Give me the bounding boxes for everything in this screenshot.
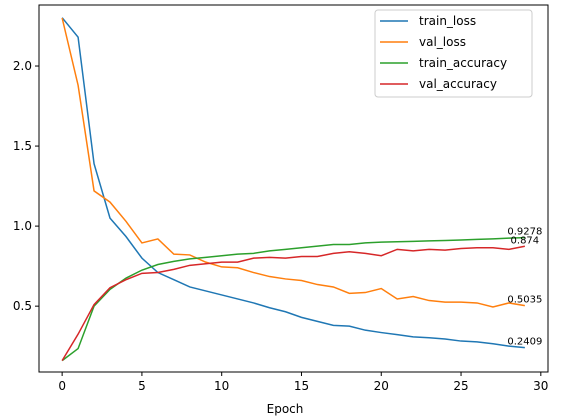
legend: train_loss val_loss train_accuracy val_accu…: [374, 9, 533, 98]
end-label-val-accuracy: 0.874: [511, 235, 540, 246]
legend-box: [374, 9, 533, 98]
y-tick-label: 1.5: [13, 139, 32, 153]
end-label-train-accuracy: 0.9278: [507, 227, 542, 238]
legend-label-val-loss: val_loss: [419, 35, 466, 49]
series-line-train-accuracy: [61, 236, 525, 362]
x-tick-label: 30: [533, 379, 548, 393]
legend-label-train-loss: train_loss: [419, 14, 476, 28]
y-tick-label: 2.0: [13, 59, 32, 73]
x-tick-label: 5: [138, 379, 146, 393]
y-tick-label: 1.0: [13, 219, 32, 233]
x-axis-label: Epoch: [267, 402, 304, 416]
y-tick-label: 0.5: [13, 299, 32, 313]
legend-label-train-accuracy: train_accuracy: [419, 56, 507, 70]
series-line-train-loss: [61, 17, 525, 349]
end-label-val-loss: 0.5035: [507, 295, 542, 306]
x-tick-label: 25: [453, 379, 468, 393]
legend-label-val-accuracy: val_accuracy: [419, 77, 497, 91]
x-tick-label: 10: [214, 379, 229, 393]
x-tick-label: 20: [374, 379, 389, 393]
x-tick-label: 0: [58, 379, 66, 393]
axes: 0 5 10 15 20 25 30 0.5 1.0 1.5 2.0: [13, 59, 549, 393]
plot-frame: [38, 4, 549, 373]
series-line-val-accuracy: [61, 245, 526, 361]
series-lines: [61, 17, 526, 362]
x-tick-label: 15: [294, 379, 309, 393]
series-line-val-loss: [61, 17, 525, 308]
end-label-train-loss: 0.2409: [507, 337, 542, 348]
